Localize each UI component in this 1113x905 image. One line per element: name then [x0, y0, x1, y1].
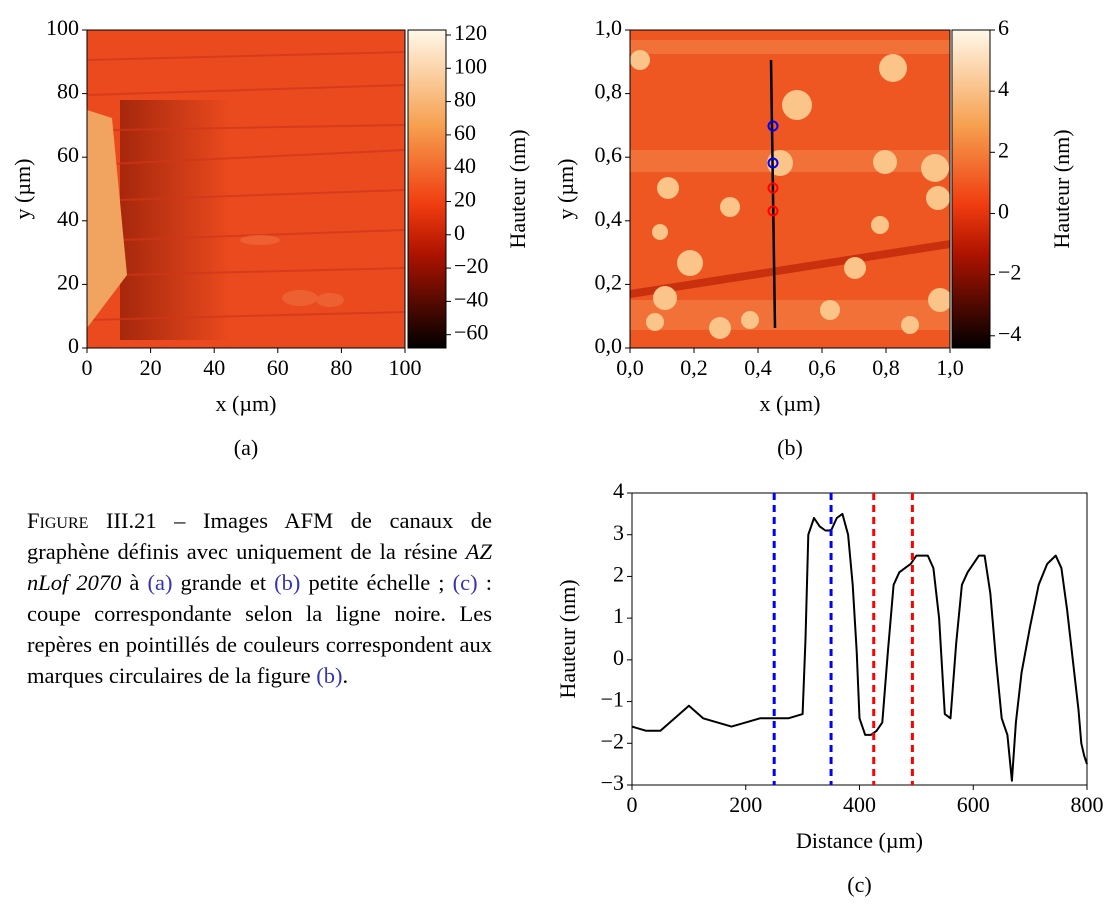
colorbar-tick-label: −60: [454, 320, 488, 345]
caption-text: Images AFM de canaux de graphène définis…: [27, 508, 493, 564]
afm-image: [630, 30, 950, 348]
colorbar-label: Hauteur (nm): [505, 129, 530, 248]
x-tick-label: 20: [140, 355, 162, 380]
y-tick-label: 60: [57, 142, 79, 167]
profile-line: [631, 512, 1088, 782]
x-tick-label: 40: [203, 355, 225, 380]
y-tick-label: 0: [68, 333, 79, 358]
caption-text: grande et: [172, 570, 275, 595]
x-tick-label: 1,0: [936, 355, 964, 380]
x-tick-label: 0,8: [872, 355, 900, 380]
colorbar-tick-label: −20: [454, 253, 488, 278]
colorbar-label: Hauteur (nm): [1049, 129, 1074, 248]
y-tick-label: 80: [57, 79, 79, 104]
figure-ref[interactable]: (b): [316, 663, 343, 688]
colorbar-tick-label: 6: [998, 15, 1009, 40]
y-axis-label: y (µm): [553, 159, 578, 220]
figure-ref[interactable]: (c): [452, 570, 478, 595]
colorbar-tick-label: 80: [454, 87, 476, 112]
caption-text: .: [342, 663, 349, 688]
colorbar-tick-label: 120: [454, 20, 487, 45]
y-tick-label: 1: [613, 603, 624, 628]
y-tick-label: −2: [601, 728, 624, 753]
plot-frame: [631, 492, 1088, 786]
x-axis-label: Distance (µm): [796, 828, 923, 853]
colorbar-tick-label: 20: [454, 187, 476, 212]
subfigure-caption: (b): [777, 435, 803, 460]
y-tick-label: 0,2: [595, 269, 623, 294]
x-tick-label: 800: [1071, 792, 1104, 817]
y-tick-label: 40: [57, 206, 79, 231]
x-tick-label: 600: [957, 792, 990, 817]
afm-image: [87, 30, 405, 348]
caption-text: petite échelle ;: [300, 570, 453, 595]
figure-ref[interactable]: (a): [147, 570, 173, 595]
colorbar-tick-label: −4: [998, 321, 1021, 346]
x-tick-label: 0: [627, 792, 638, 817]
x-tick-label: 80: [330, 355, 352, 380]
x-tick-label: 0: [82, 355, 93, 380]
x-tick-label: 400: [843, 792, 876, 817]
colorbar-tick-label: 0: [998, 199, 1009, 224]
x-axis-label: x (µm): [760, 391, 821, 416]
caption-text: : coupe correspondante selon la ligne no…: [27, 570, 492, 688]
x-tick-label: 0,6: [808, 355, 836, 380]
colorbar-tick-label: 0: [454, 220, 465, 245]
colorbar: [951, 29, 991, 349]
colorbar-tick-label: 100: [454, 53, 487, 78]
figure-ref[interactable]: (b): [274, 570, 301, 595]
plot-frame: [629, 29, 951, 349]
y-tick-label: 3: [613, 520, 624, 545]
x-axis-label: x (µm): [216, 391, 277, 416]
x-tick-label: 0,2: [680, 355, 708, 380]
colorbar-tick-label: −40: [454, 286, 488, 311]
colorbar-tick-label: 2: [998, 137, 1009, 162]
y-tick-label: 1,0: [595, 15, 623, 40]
y-tick-label: 4: [613, 478, 624, 503]
x-tick-label: 200: [729, 792, 762, 817]
colorbar-tick-label: 60: [454, 120, 476, 145]
x-tick-label: 0,4: [744, 355, 772, 380]
caption-dash: –: [156, 508, 204, 533]
colorbar-tick-label: 4: [998, 76, 1009, 101]
y-tick-label: 0,8: [595, 79, 623, 104]
x-tick-label: 100: [389, 355, 422, 380]
subfigure-caption: (c): [847, 872, 871, 897]
subfigure-caption: (a): [234, 435, 258, 460]
y-axis-label: y (µm): [10, 159, 35, 220]
plot-frame: [86, 29, 406, 349]
y-tick-label: 0,6: [595, 142, 623, 167]
y-tick-label: 20: [57, 269, 79, 294]
y-tick-label: −1: [601, 687, 624, 712]
y-tick-label: 0,0: [595, 333, 623, 358]
y-tick-label: −3: [601, 770, 624, 795]
colorbar-tick-label: 40: [454, 153, 476, 178]
colorbar-tick-label: −2: [998, 260, 1021, 285]
caption-text: AZ nLof 2070: [27, 539, 492, 595]
x-tick-label: 0,0: [616, 355, 644, 380]
x-tick-label: 60: [267, 355, 289, 380]
y-tick-label: 100: [46, 15, 79, 40]
figure-caption: Figure III.21 – Images AFM de canaux de …: [27, 505, 492, 691]
y-tick-label: 2: [613, 561, 624, 586]
y-tick-label: 0: [613, 645, 624, 670]
y-tick-label: 0,4: [595, 206, 623, 231]
caption-text: à: [121, 570, 148, 595]
caption-label: Figure III.21: [27, 508, 157, 533]
y-axis-label: Hauteur (nm): [555, 579, 580, 698]
colorbar: [407, 29, 447, 349]
